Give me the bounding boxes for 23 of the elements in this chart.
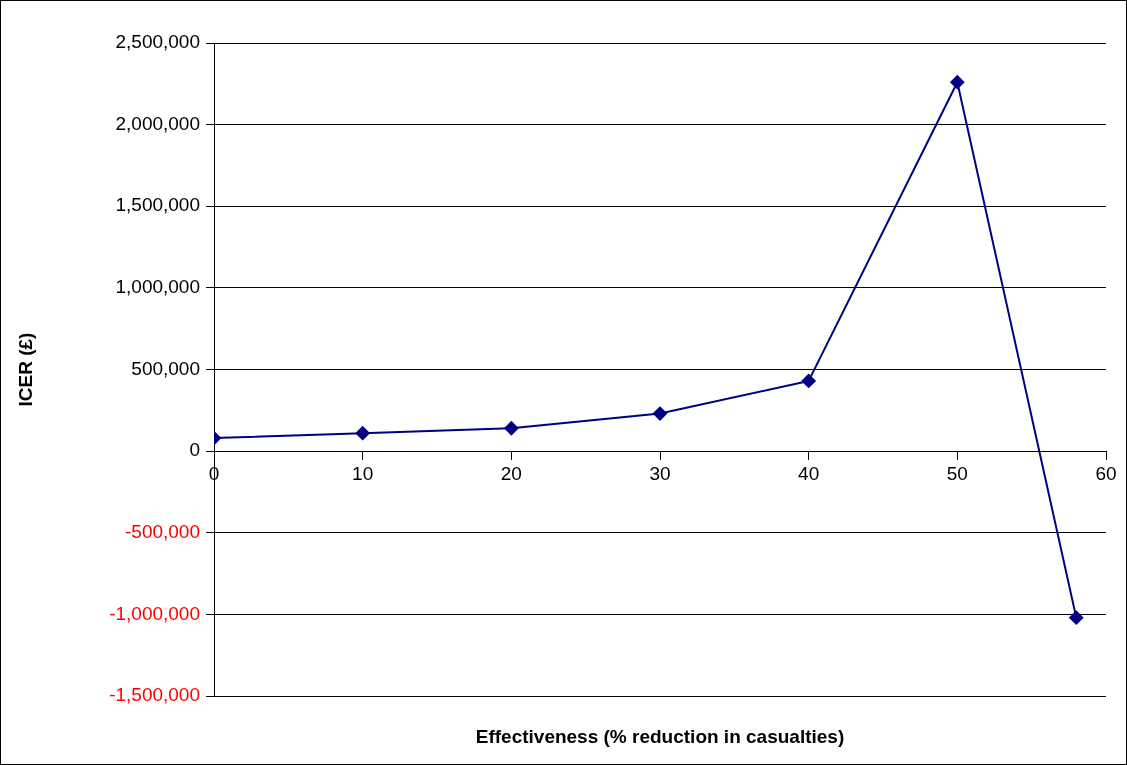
x-tick-label: 10 — [352, 462, 374, 484]
x-tick-label: 30 — [649, 462, 671, 484]
x-tick-label: 20 — [500, 462, 522, 484]
y-axis-title: ICER (£) — [14, 332, 36, 407]
y-tick-label: 500,000 — [131, 357, 200, 379]
point — [355, 426, 370, 441]
x-tick-label: 60 — [1095, 462, 1117, 484]
y-tick-label: -500,000 — [124, 520, 200, 542]
y-tick-label: 2,000,000 — [115, 112, 200, 134]
y-tick-label: 1,500,000 — [115, 194, 200, 216]
point — [950, 75, 965, 90]
y-tick-label: -1,500,000 — [109, 684, 200, 706]
point — [653, 406, 667, 421]
point — [504, 421, 519, 436]
y-tick-label: 2,500,000 — [115, 31, 200, 53]
y-tick-label: -1,000,000 — [109, 602, 200, 624]
point — [801, 373, 816, 388]
y-tick-label: 1,000,000 — [115, 276, 200, 298]
x-axis-title: Effectiveness (% reduction in casualties) — [475, 726, 845, 748]
x-tick-label: 40 — [798, 462, 820, 484]
point — [1069, 610, 1084, 625]
y-tick-label: 0 — [189, 439, 200, 461]
x-tick-label: 50 — [946, 462, 968, 484]
